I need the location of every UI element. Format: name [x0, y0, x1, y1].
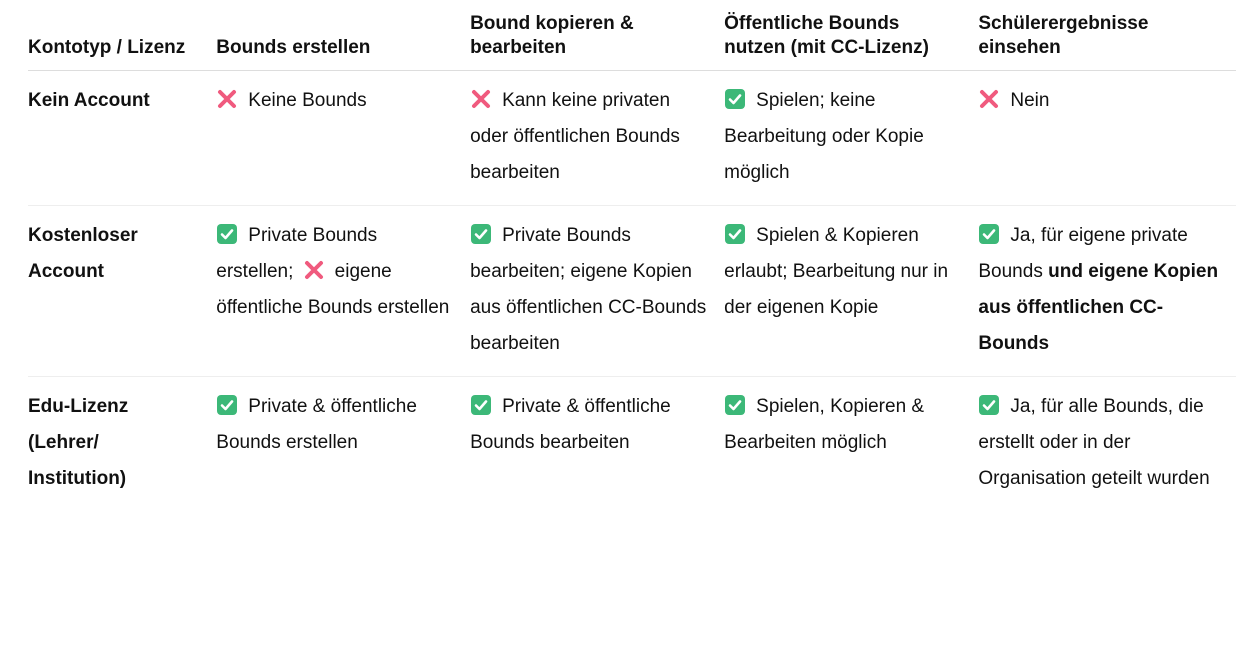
header-row: Kontotyp / Lizenz Bounds erstellen Bound… — [28, 0, 1236, 71]
account-type-cell: Edu-Lizenz (Lehrer/ Institution) — [28, 396, 129, 489]
license-comparison-table: Kontotyp / Lizenz Bounds erstellen Bound… — [28, 0, 1236, 511]
results-cell: Nein — [978, 70, 1236, 206]
check-mark-icon — [978, 223, 1000, 245]
cell-text: Private Bounds bearbeiten; eigene Kopien… — [470, 225, 707, 354]
cell-text: Private Bounds erstellen; — [216, 225, 378, 282]
cell-text: Spielen & Kopieren erlaubt; Bearbeitung … — [724, 225, 949, 318]
header-account-type: Kontotyp / Lizenz — [28, 0, 217, 71]
cross-mark-icon — [470, 88, 492, 110]
check-mark-icon — [216, 223, 238, 245]
copy-cell: Private & öffentliche Bounds bearbeiten — [470, 377, 724, 512]
cell-text: Ja, für eigene private Bounds — [978, 225, 1188, 282]
cell-text: Keine Bounds — [248, 90, 367, 111]
cell-text: Private & öffentliche Bounds erstellen — [216, 396, 417, 453]
table-row: Kostenloser Account Private Bounds erste… — [28, 205, 1236, 377]
cell-text: Kann keine privaten oder öffentlichen Bo… — [470, 90, 680, 183]
check-mark-icon — [724, 394, 746, 416]
check-mark-icon — [724, 223, 746, 245]
header-create: Bounds erstellen — [216, 0, 471, 71]
create-cell: Keine Bounds — [216, 70, 471, 206]
create-cell: Private & öffentliche Bounds erstellen — [216, 377, 470, 512]
cell-text: eigene öffentliche Bounds erstellen — [216, 261, 450, 318]
account-type-cell: Kostenloser Account — [28, 205, 217, 377]
results-cell: Ja, für alle Bounds, die erstellt oder i… — [978, 377, 1236, 512]
check-mark-icon — [724, 88, 746, 110]
check-mark-icon — [470, 223, 492, 245]
cell-text: Ja, für alle Bounds, die erstellt oder i… — [978, 396, 1210, 489]
header-public-bounds: Öffentliche Bounds nutzen (mit CC-Lizenz… — [724, 0, 979, 71]
header-copy-edit: Bound kopieren & bearbeiten — [470, 0, 725, 71]
cell-text: Nein — [1010, 90, 1050, 111]
table-row: Kein Account Keine Bounds Kann keine pri… — [28, 70, 1236, 206]
public-cell: Spielen & Kopieren erlaubt; Bearbeitung … — [724, 205, 979, 377]
check-mark-icon — [978, 394, 1000, 416]
create-cell: Private Bounds erstellen; eigene öffentl… — [216, 205, 471, 377]
table-row: Edu-Lizenz (Lehrer/ Institution) Private… — [28, 377, 1236, 512]
copy-cell: Kann keine privaten oder öffentlichen Bo… — [470, 70, 725, 206]
results-cell: Ja, für eigene private Bounds und eigene… — [978, 205, 1236, 377]
cell-text: Private & öffentliche Bounds bearbeiten — [470, 396, 671, 453]
cross-mark-icon — [216, 88, 238, 110]
check-mark-icon — [470, 394, 492, 416]
public-cell: Spielen, Kopieren & Bearbeiten möglich — [724, 377, 978, 512]
cell-text: Spielen; keine Bearbeitung oder Kopie mö… — [724, 90, 924, 183]
check-mark-icon — [216, 394, 238, 416]
public-cell: Spielen; keine Bearbeitung oder Kopie mö… — [724, 70, 979, 206]
cell-bold-text: und eigene Kopien aus öffentlichen CC-Bo… — [978, 261, 1219, 354]
account-type-cell: Kein Account — [28, 70, 217, 206]
cross-mark-icon — [978, 88, 1000, 110]
header-student-results: Schülerergebnisse einsehen — [978, 0, 1236, 71]
cross-mark-icon — [303, 259, 325, 281]
cell-text: Spielen, Kopieren & Bearbeiten möglich — [724, 396, 925, 453]
copy-cell: Private Bounds bearbeiten; eigene Kopien… — [470, 205, 725, 377]
